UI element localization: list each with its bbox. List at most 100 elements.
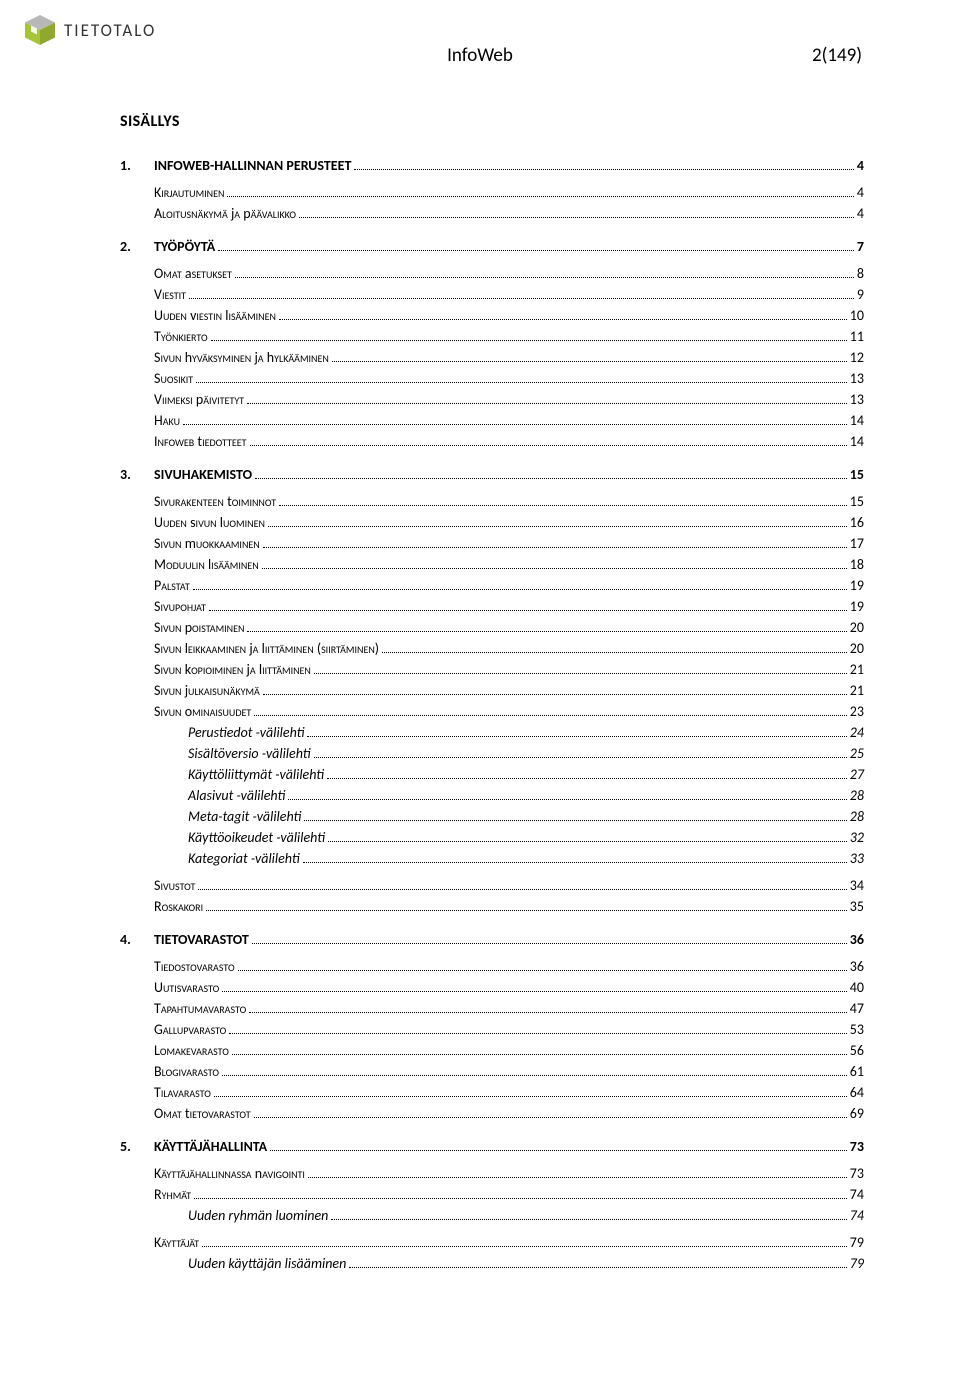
toc-entry: Alasivut -välilehti28	[120, 785, 864, 806]
toc-label: Sisältöversio -välilehti	[188, 743, 311, 764]
toc-label: Sivun leikkaaminen ja liittäminen (siirt…	[154, 638, 379, 659]
toc-label: Meta-tagit -välilehti	[188, 806, 301, 827]
toc-entry: Sivustot 34	[120, 875, 864, 896]
toc-page: 34	[850, 875, 864, 896]
toc-label: Lomakevarasto	[154, 1040, 229, 1061]
toc-leader	[235, 277, 854, 278]
toc-leader	[183, 424, 847, 425]
toc-page: 25	[850, 743, 864, 764]
toc-leader	[308, 1177, 847, 1178]
toc-entry: Palstat19	[120, 575, 864, 596]
toc-label: Ryhmät	[154, 1184, 191, 1205]
toc-entry: Työnkierto11	[120, 326, 864, 347]
toc-leader	[198, 889, 846, 890]
toc-leader	[270, 1150, 847, 1151]
toc-leader	[214, 1096, 847, 1097]
toc-leader	[206, 910, 847, 911]
toc-entry: Kategoriat -välilehti 33	[120, 848, 864, 869]
toc-label: Infoweb tiedotteet	[154, 431, 247, 452]
toc-entry: Omat asetukset8	[120, 263, 864, 284]
toc-label: Tiedostovarasto	[154, 956, 235, 977]
toc-page: 33	[850, 848, 864, 869]
toc-leader	[382, 652, 847, 653]
toc-page: 74	[850, 1205, 864, 1226]
toc-page: 69	[850, 1103, 864, 1124]
toc-label: Palstat	[154, 575, 190, 596]
toc-leader	[299, 217, 854, 218]
toc-leader	[254, 1117, 847, 1118]
toc-page: 10	[850, 305, 864, 326]
toc-entry: Uuden viestin lisääminen 10	[120, 305, 864, 326]
toc-page: 4	[857, 155, 864, 176]
toc-number: 1.	[120, 155, 154, 176]
toc-leader	[189, 298, 854, 299]
toc-label: Omat asetukset	[154, 263, 232, 284]
toc-label: Uutisvarasto	[154, 977, 219, 998]
toc-entry: Uuden käyttäjän lisääminen79	[120, 1253, 864, 1274]
toc-label: Kirjautuminen	[154, 182, 224, 203]
toc-page: 64	[850, 1082, 864, 1103]
toc-leader	[263, 547, 847, 548]
toc-leader	[327, 778, 847, 779]
toc-page: 20	[850, 638, 864, 659]
toc-label: Moduulin lisääminen	[154, 554, 259, 575]
toc-entry: Haku14	[120, 410, 864, 431]
toc-page: 61	[850, 1061, 864, 1082]
toc-label: Käyttäjät	[154, 1232, 199, 1253]
toc-page: 13	[850, 389, 864, 410]
toc-entry: Lomakevarasto56	[120, 1040, 864, 1061]
toc-leader	[222, 991, 847, 992]
toc-label: Sivustot	[154, 875, 195, 896]
toc-entry: Meta-tagit -välilehti28	[120, 806, 864, 827]
toc-leader	[211, 340, 847, 341]
toc-leader	[193, 589, 847, 590]
toc-entry: Sivupohjat19	[120, 596, 864, 617]
toc-entry: Uutisvarasto 40	[120, 977, 864, 998]
toc-page: 79	[850, 1253, 864, 1274]
toc-page: 12	[850, 347, 864, 368]
toc-heading: SISÄLLYS	[120, 112, 864, 131]
toc-leader	[202, 1246, 847, 1247]
toc-leader	[349, 1267, 846, 1268]
toc-label: Aloitusnäkymä ja päävalikko	[154, 203, 296, 224]
toc-label: Uuden viestin lisääminen	[154, 305, 276, 326]
toc-leader	[314, 673, 847, 674]
toc-leader	[250, 445, 847, 446]
toc-entry: Uuden sivun luominen16	[120, 512, 864, 533]
toc-label: Kategoriat -välilehti	[188, 848, 300, 869]
toc-label: Työnkierto	[154, 326, 208, 347]
document-body: SISÄLLYS 1.INFOWEB-HALLINNAN PERUSTEET4K…	[0, 70, 960, 1274]
toc-leader	[247, 403, 847, 404]
toc-page: 73	[850, 1163, 864, 1184]
brand-logo: TIETOTALO	[22, 12, 156, 48]
toc-entry: Viestit9	[120, 284, 864, 305]
toc-entry: 4.TIETOVARASTOT36	[120, 929, 864, 950]
toc-label: TYÖPÖYTÄ	[154, 236, 215, 257]
toc-leader	[209, 610, 847, 611]
toc-label: Tapahtumavarasto	[154, 998, 246, 1019]
toc-leader	[247, 631, 846, 632]
toc-page: 17	[850, 533, 864, 554]
toc-entry: Tapahtumavarasto47	[120, 998, 864, 1019]
toc-leader	[227, 196, 853, 197]
toc-entry: Sivurakenteen toiminnot15	[120, 491, 864, 512]
toc-leader	[331, 1219, 846, 1220]
toc-page: 15	[850, 491, 864, 512]
toc-page: 36	[850, 929, 864, 950]
toc-leader	[194, 1198, 847, 1199]
toc-label: Tilavarasto	[154, 1082, 211, 1103]
toc-leader	[196, 382, 847, 383]
toc-page: 36	[850, 956, 864, 977]
toc-entry: Käyttöliittymät -välilehti27	[120, 764, 864, 785]
toc-page: 28	[850, 785, 864, 806]
toc-leader	[279, 505, 847, 506]
toc-page: 14	[850, 410, 864, 431]
toc-page: 35	[850, 896, 864, 917]
toc-label: Omat tietovarastot	[154, 1103, 251, 1124]
toc-leader	[229, 1033, 846, 1034]
toc-leader	[332, 361, 847, 362]
toc-page: 9	[857, 284, 864, 305]
toc-page: 40	[850, 977, 864, 998]
brand-name: TIETOTALO	[64, 20, 156, 41]
toc-leader	[254, 715, 847, 716]
